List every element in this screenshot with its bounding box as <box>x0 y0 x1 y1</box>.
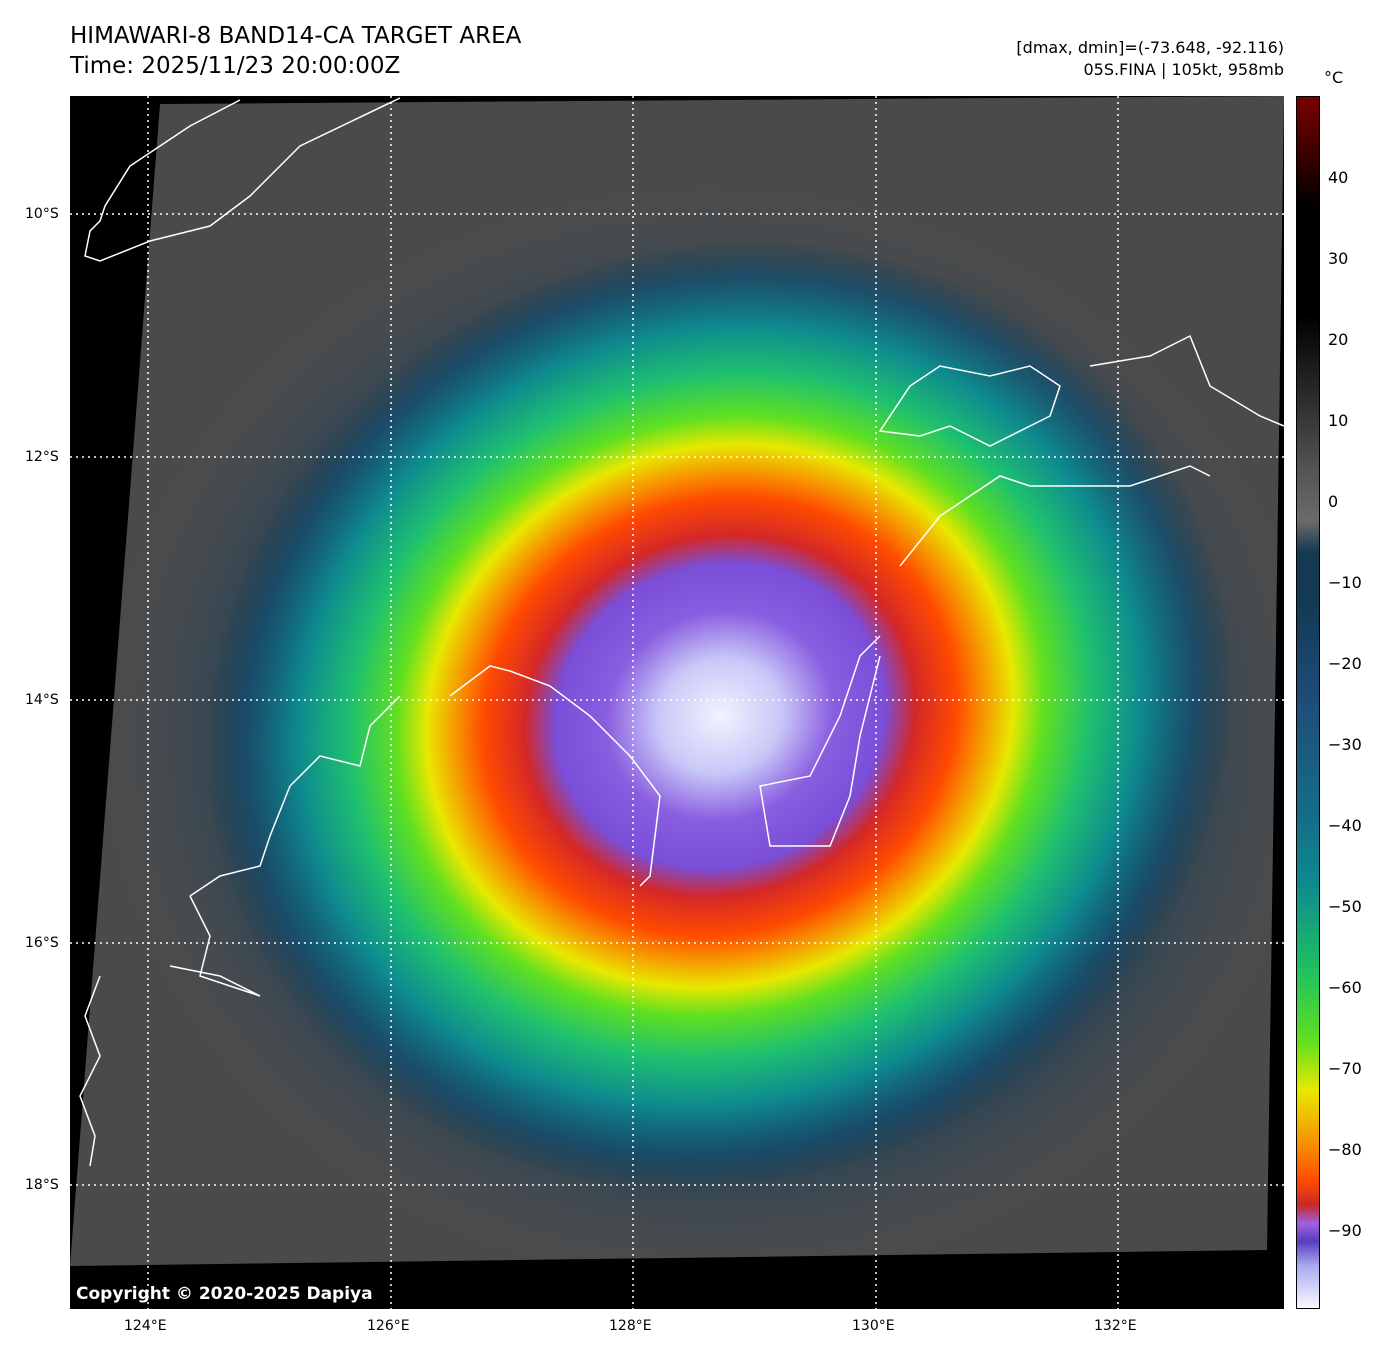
lon-label: 130°E <box>852 1318 895 1334</box>
lon-label: 128°E <box>609 1318 652 1334</box>
colorbar-tick-label: 10 <box>1328 411 1349 430</box>
lon-label: 126°E <box>367 1318 410 1334</box>
dmax-dmin-label: [dmax, dmin]=(-73.648, -92.116) <box>1016 38 1284 57</box>
colorbar <box>1296 96 1320 1309</box>
colorbar-tick-label: −50 <box>1328 897 1362 916</box>
colorbar-tick-label: 20 <box>1328 330 1349 349</box>
lon-label: 124°E <box>124 1318 167 1334</box>
figure-title: HIMAWARI-8 BAND14-CA TARGET AREA <box>70 23 522 49</box>
storm-info-label: 05S.FINA | 105kt, 958mb <box>1083 60 1284 79</box>
colorbar-tick-label: −60 <box>1328 978 1362 997</box>
satellite-map <box>70 96 1284 1309</box>
colorbar-tick-label: −10 <box>1328 573 1362 592</box>
colorbar-tick-label: 40 <box>1328 168 1349 187</box>
lat-label: 16°S <box>25 935 59 951</box>
coastlines <box>79 97 1284 1167</box>
colorbar-tick-label: −80 <box>1328 1140 1362 1159</box>
figure-time: Time: 2025/11/23 20:00:00Z <box>70 53 401 79</box>
graticule <box>70 96 1284 1309</box>
lat-label: 12°S <box>25 449 59 465</box>
colorbar-tick-label: 0 <box>1328 492 1339 511</box>
copyright-label: Copyright © 2020-2025 Dapiya <box>76 1284 373 1304</box>
colorbar-tick-label: −90 <box>1328 1221 1362 1240</box>
colorbar-tick-label: 30 <box>1328 249 1349 268</box>
colorbar-tick-label: −70 <box>1328 1059 1362 1078</box>
colorbar-tick-label: −30 <box>1328 735 1362 754</box>
lat-label: 18°S <box>25 1177 59 1193</box>
lat-label: 14°S <box>25 692 59 708</box>
colorbar-unit: °C <box>1324 68 1344 87</box>
lon-label: 132°E <box>1094 1318 1137 1334</box>
lat-label: 10°S <box>25 206 59 222</box>
colorbar-tick-label: −40 <box>1328 816 1362 835</box>
colorbar-tick-label: −20 <box>1328 654 1362 673</box>
